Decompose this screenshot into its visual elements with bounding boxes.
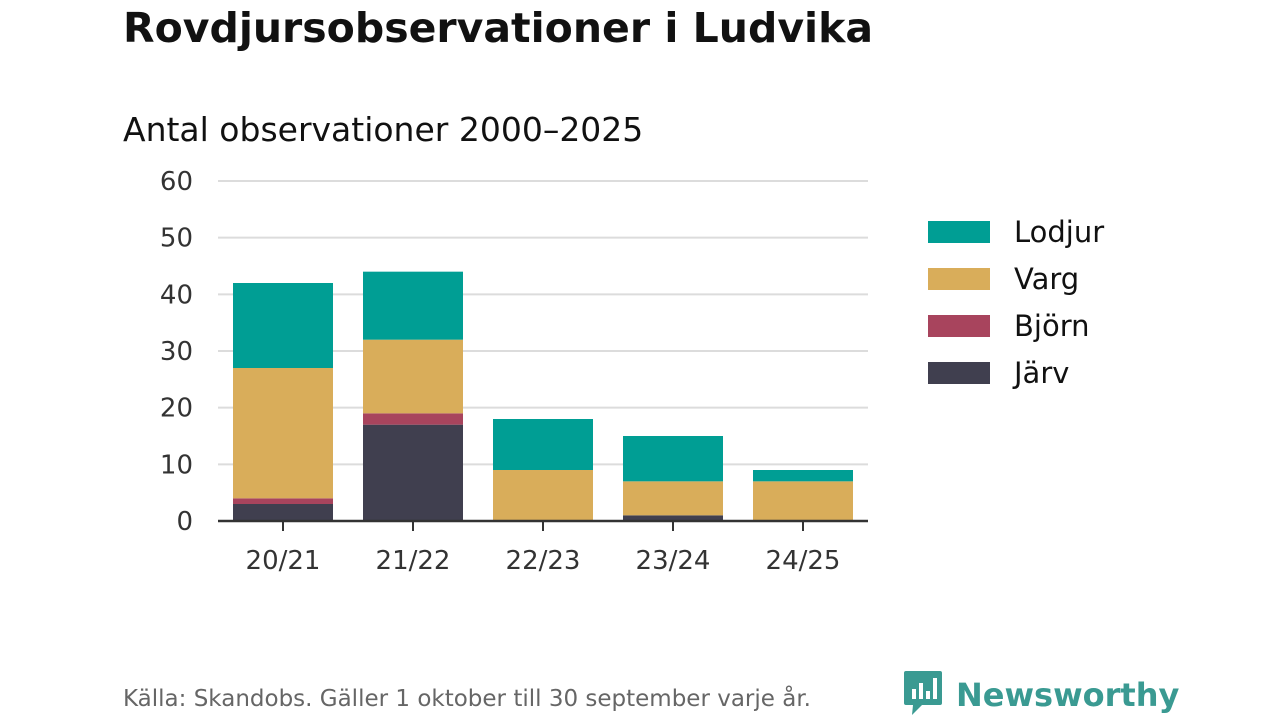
x-tick-label-23-24: 23/24 — [636, 546, 711, 576]
legend-swatch-bjorn — [928, 314, 990, 337]
brand: Newsworthy — [902, 669, 1179, 721]
y-tick-label-40: 40 — [160, 280, 193, 310]
y-tick-label-30: 30 — [160, 337, 193, 367]
x-tick-label-21-22: 21/22 — [376, 546, 451, 576]
x-tick-label-24-25: 24/25 — [766, 546, 841, 576]
bar-21-22-lodjur — [363, 271, 463, 340]
legend-swatch-jarv — [928, 361, 990, 384]
x-tick-label-20-21: 20/21 — [246, 546, 321, 576]
bar-21-22-varg — [363, 339, 463, 414]
bar-22-23-lodjur — [493, 419, 593, 470]
legend-swatch-varg — [928, 267, 990, 290]
legend-label-lodjur: Lodjur — [1014, 214, 1105, 249]
legend-item-varg: Varg — [928, 255, 1104, 302]
legend-label-jarv: Järv — [1014, 355, 1070, 390]
x-tick-label-22-23: 22/23 — [506, 546, 581, 576]
chart-title: Rovdjursobservationer i Ludvika — [123, 4, 874, 52]
bar-23-24-varg — [623, 481, 723, 516]
chart-subtitle: Antal observationer 2000–2025 — [123, 110, 644, 149]
newsworthy-logo-icon — [902, 669, 944, 721]
brand-name: Newsworthy — [956, 676, 1180, 714]
bar-21-22-björn — [363, 413, 463, 425]
y-tick-label-20: 20 — [160, 394, 193, 424]
y-tick-label-0: 0 — [176, 507, 193, 537]
legend-item-lodjur: Lodjur — [928, 208, 1104, 255]
legend-item-jarv: Järv — [928, 349, 1104, 396]
bar-22-23-varg — [493, 470, 593, 521]
legend: Lodjur Varg Björn Järv — [928, 208, 1104, 396]
source-note: Källa: Skandobs. Gäller 1 oktober till 3… — [123, 686, 811, 712]
bar-23-24-lodjur — [623, 436, 723, 482]
bar-24-25-lodjur — [753, 470, 853, 482]
bar-21-22-järv — [363, 424, 463, 521]
bar-20-21-lodjur — [233, 283, 333, 368]
legend-item-bjorn: Björn — [928, 302, 1104, 349]
legend-swatch-lodjur — [928, 220, 990, 243]
bar-24-25-varg — [753, 481, 853, 521]
legend-label-bjorn: Björn — [1014, 308, 1090, 343]
y-tick-label-60: 60 — [160, 167, 193, 197]
legend-label-varg: Varg — [1014, 261, 1080, 296]
bar-20-21-björn — [233, 498, 333, 504]
bar-23-24-järv — [623, 515, 723, 521]
y-tick-label-10: 10 — [160, 450, 193, 480]
bar-20-21-järv — [233, 504, 333, 521]
y-tick-label-50: 50 — [160, 224, 193, 254]
bar-20-21-varg — [233, 368, 333, 499]
